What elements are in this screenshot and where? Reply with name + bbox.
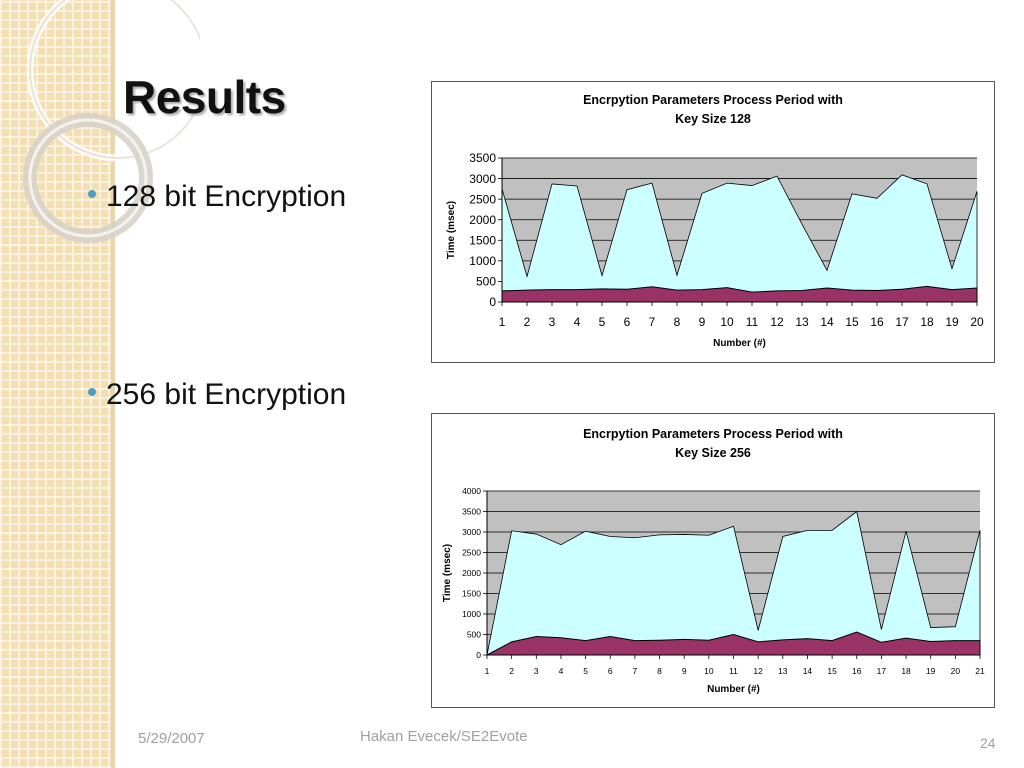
x-tick-label: 18 [901,666,911,676]
x-tick-label: 14 [820,315,834,329]
x-tick-label: 3 [534,666,539,676]
y-tick-label: 3500 [462,506,481,516]
chart-key-size-128: Encrpytion Parameters Process Period wit… [431,81,995,363]
x-tick-label: 2 [524,315,531,329]
y-tick-label: 3000 [469,172,496,186]
y-axis-label: Time (msec) [442,544,453,602]
x-tick-label: 15 [827,666,837,676]
x-tick-label: 17 [877,666,887,676]
x-tick-label: 15 [845,315,859,329]
bullet-dot-icon [88,190,96,199]
x-tick-label: 13 [795,315,809,329]
x-tick-label: 9 [682,666,687,676]
stripe-edge [111,0,115,768]
y-tick-label: 500 [476,275,496,289]
bullet-text: 256 bit Encryption [106,378,347,411]
page-number: 24 [980,735,996,751]
bullet-dot-icon [88,388,96,397]
y-tick-label: 500 [467,629,481,639]
x-tick-label: 11 [729,666,738,676]
y-tick-label: 2000 [469,213,496,227]
x-tick-label: 10 [720,315,734,329]
x-tick-label: 4 [574,315,581,329]
x-tick-label: 7 [633,666,638,676]
x-tick-label: 17 [895,315,909,329]
y-tick-label: 1500 [469,233,496,247]
x-tick-label: 4 [559,666,564,676]
chart-title-line: Encrpytion Parameters Process Period wit… [583,93,843,107]
y-tick-label: 1000 [462,609,481,619]
x-tick-label: 19 [926,666,936,676]
y-tick-label: 1500 [462,588,481,598]
y-axis-label: Time (msec) [446,201,457,259]
y-tick-label: 3500 [469,151,496,165]
x-tick-label: 19 [945,315,959,329]
footer-author: Hakan Evecek/SE2Evote [360,728,528,745]
y-tick-label: 2500 [462,547,481,557]
y-tick-label: 0 [489,295,496,309]
area-series-lower [486,631,981,656]
page-title: Results [123,71,286,123]
x-tick-label: 8 [674,315,681,329]
x-tick-label: 20 [951,666,961,676]
x-tick-label: 5 [599,315,606,329]
chart-title-line: Encrpytion Parameters Process Period wit… [583,427,843,441]
x-tick-label: 1 [485,666,490,676]
x-tick-label: 16 [852,666,862,676]
x-axis-label: Number (#) [707,684,760,695]
x-tick-label: 13 [778,666,788,676]
x-tick-label: 10 [704,666,714,676]
x-tick-label: 6 [608,666,613,676]
y-tick-label: 2000 [462,568,481,578]
bullet-item-256: 256 bit Encryption [88,378,346,412]
footer-date: 5/29/2007 [138,730,205,747]
bullet-text: 128 bit Encryption [106,180,347,213]
x-tick-label: 11 [746,315,759,329]
x-axis-label: Number (#) [713,338,766,349]
x-tick-label: 18 [920,315,934,329]
y-tick-label: 3000 [462,527,481,537]
x-tick-label: 12 [770,315,784,329]
y-tick-label: 1000 [469,254,496,268]
x-tick-label: 5 [583,666,588,676]
area-series-lower [501,285,978,303]
x-tick-label: 8 [657,666,662,676]
x-tick-label: 14 [803,666,813,676]
x-tick-label: 12 [753,666,763,676]
x-tick-label: 20 [970,315,984,329]
x-tick-label: 9 [699,315,706,329]
chart-svg: Encrpytion Parameters Process Period wit… [446,93,984,349]
x-tick-label: 6 [624,315,631,329]
x-tick-label: 1 [499,315,506,329]
x-tick-label: 16 [870,315,884,329]
chart-title-line: Key Size 128 [675,112,751,126]
bullet-item-128: 128 bit Encryption [88,180,346,214]
decorative-circles [23,0,200,243]
area-series-upper [501,174,978,303]
x-tick-label: 7 [649,315,656,329]
chart-title-line: Key Size 256 [675,446,751,460]
y-tick-label: 4000 [462,486,481,496]
area-series-upper [486,510,981,656]
x-tick-label: 3 [549,315,556,329]
chart-svg: Encrpytion Parameters Process Period wit… [442,427,985,695]
x-tick-label: 21 [975,666,985,676]
chart-key-size-256: Encrpytion Parameters Process Period wit… [431,413,995,708]
y-tick-label: 0 [476,650,481,660]
y-tick-label: 2500 [469,192,496,206]
x-tick-label: 2 [509,666,514,676]
